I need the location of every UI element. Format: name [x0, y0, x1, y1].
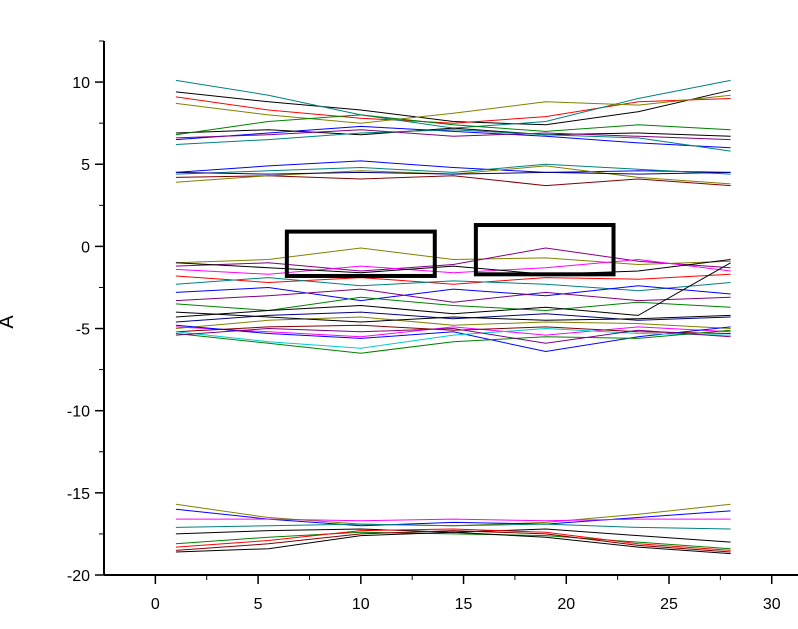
series-line-14 — [175, 171, 731, 175]
series-line-24 — [175, 262, 731, 318]
series-line-4 — [175, 94, 731, 124]
tick-layer: 0 5 10 15 20 25 30 -20 -15 -10 -5 0 5 10 — [67, 40, 781, 613]
series-line-30 — [175, 327, 731, 349]
y-axis-title: A — [0, 315, 18, 329]
axis-layer — [103, 41, 798, 576]
y-tick-label: -10 — [67, 404, 90, 421]
series-line-40 — [175, 528, 731, 551]
x-tick-label: 20 — [557, 596, 575, 613]
annotation-layer — [284, 223, 616, 278]
series-line-23 — [175, 296, 731, 312]
series-line-29 — [175, 324, 731, 353]
series-line-25 — [175, 311, 731, 323]
series-line-22 — [175, 288, 731, 303]
highlight-box-1 — [284, 229, 437, 278]
x-tick-label: 15 — [455, 596, 473, 613]
y-tick-label: 5 — [81, 157, 90, 174]
y-tick-label: -20 — [67, 568, 90, 585]
series-line-36 — [175, 518, 731, 522]
series-line-16 — [175, 247, 731, 272]
series-line-39 — [175, 531, 731, 550]
y-tick-label: 10 — [72, 75, 90, 92]
series-line-35 — [175, 508, 731, 527]
y-tick-label: -5 — [76, 322, 90, 339]
highlight-box-2 — [473, 223, 616, 277]
series-line-28 — [175, 324, 731, 334]
series-line-1 — [175, 89, 731, 126]
series-line-6 — [175, 127, 731, 137]
x-tick-label: 0 — [151, 596, 160, 613]
series-line-8 — [175, 129, 731, 141]
series-line-10 — [175, 160, 731, 173]
x-tick-label: 10 — [352, 596, 370, 613]
x-tick-label: 25 — [660, 596, 678, 613]
series-line-17 — [175, 258, 731, 275]
y-tick-label: -15 — [67, 486, 90, 503]
series-line-7 — [175, 114, 731, 136]
x-tick-label: 30 — [763, 596, 781, 613]
series-line-9 — [175, 129, 731, 152]
x-tick-label: 5 — [254, 596, 263, 613]
series-line-18 — [175, 259, 731, 275]
series-line-26 — [175, 316, 731, 329]
series-line-21 — [175, 285, 731, 302]
series-layer — [175, 79, 731, 555]
series-line-33 — [175, 311, 731, 323]
y-tick-label: 0 — [81, 239, 90, 256]
series-line-41 — [175, 531, 731, 555]
series-line-27 — [175, 326, 731, 338]
series-line-12 — [175, 175, 731, 187]
series-line-37 — [175, 523, 731, 530]
series-line-20 — [175, 277, 731, 292]
series-line-11 — [175, 163, 731, 175]
series-line-19 — [175, 273, 731, 285]
series-line-31 — [175, 329, 731, 354]
series-line-32 — [175, 327, 731, 344]
series-line-15 — [175, 247, 731, 266]
series-line-42 — [175, 530, 731, 553]
series-line-5 — [175, 125, 731, 149]
series-line-2 — [175, 96, 731, 124]
series-line-13 — [175, 165, 731, 185]
